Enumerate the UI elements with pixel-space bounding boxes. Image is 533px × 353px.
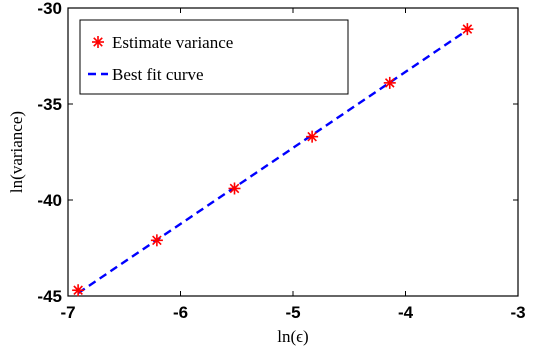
data-point [383, 76, 396, 89]
data-point [228, 182, 241, 195]
legend-marker [92, 36, 104, 48]
legend: Estimate variance Best fit curve [79, 19, 349, 95]
series-layer [72, 23, 474, 297]
legend-label: Best fit curve [112, 65, 204, 84]
marker-stroke [307, 131, 317, 142]
marker-stroke [384, 78, 395, 88]
marker-stroke [152, 235, 162, 246]
y-tick-label: -35 [37, 95, 62, 114]
x-tick-label: -7 [60, 303, 75, 322]
x-tick-label: -3 [510, 303, 525, 322]
marker-stroke [229, 183, 240, 194]
x-tick-label: -6 [173, 303, 188, 322]
legend-label: Estimate variance [112, 33, 233, 52]
ticks: -7 -6 -5 -4 -3 -45 -40 -35 -30 [37, 0, 525, 322]
legend-box [79, 19, 349, 95]
data-point [150, 234, 163, 247]
marker-stroke [73, 285, 83, 296]
x-tick-label: -5 [285, 303, 300, 322]
data-point [461, 23, 474, 36]
y-axis-label: ln(variance) [7, 111, 26, 193]
marker-stroke [93, 37, 103, 47]
data-point [72, 284, 85, 297]
x-axis-label: ln(ϵ) [277, 327, 308, 346]
y-tick-label: -30 [37, 0, 62, 18]
y-tick-label: -40 [37, 191, 62, 210]
y-tick-label: -45 [37, 287, 62, 306]
marker-stroke [462, 24, 473, 34]
x-tick-label: -4 [398, 303, 414, 322]
data-point [306, 130, 319, 143]
best-fit-line [77, 29, 469, 295]
